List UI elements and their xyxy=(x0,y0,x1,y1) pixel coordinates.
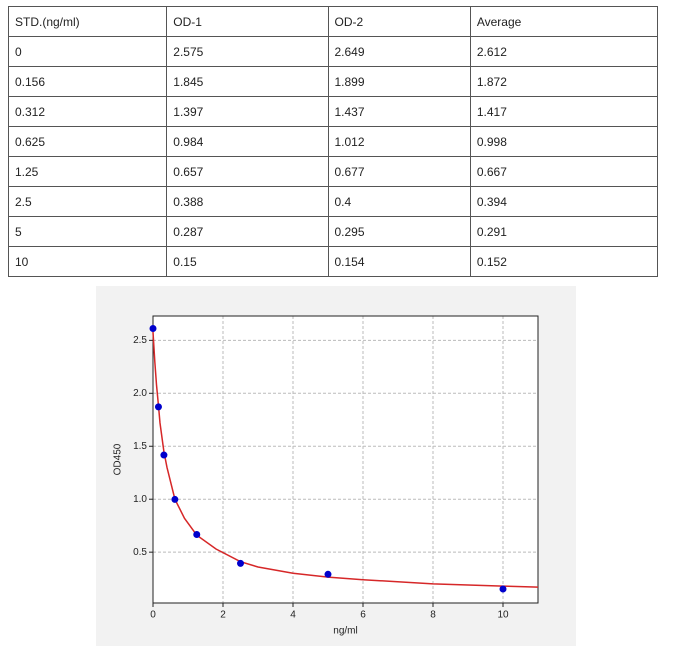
table-cell: 0.156 xyxy=(7,66,168,97)
x-tick-label: 2 xyxy=(220,610,226,621)
header-row: STD.(ng/ml) OD-1 OD-2 Average xyxy=(7,6,659,37)
table-cell: 0.998 xyxy=(469,126,659,157)
table-cell: 1.872 xyxy=(469,66,659,97)
table-cell: 1.25 xyxy=(7,156,168,187)
table-cell: 0.154 xyxy=(327,246,471,277)
table-cell: 0.667 xyxy=(469,156,659,187)
table-row: 5 0.287 0.295 0.291 xyxy=(7,216,659,247)
data-point xyxy=(149,324,157,332)
table-cell: 0.152 xyxy=(469,246,659,277)
table-cell: 0.677 xyxy=(327,156,471,187)
table-cell: 1.845 xyxy=(166,66,329,97)
table-cell: 0.15 xyxy=(166,246,329,277)
x-tick-label: 4 xyxy=(290,610,296,621)
table-cell: 0 xyxy=(7,36,168,67)
table-row: 2.5 0.388 0.4 0.394 xyxy=(7,186,659,217)
table-cell: Average xyxy=(469,6,659,37)
table-cell: 0.394 xyxy=(469,186,659,217)
table-cell: 5 xyxy=(7,216,168,247)
table-cell: 2.612 xyxy=(469,36,659,67)
table-cell: OD-2 xyxy=(327,6,471,37)
y-tick-label: 0.5 xyxy=(133,547,147,558)
table-row: 0 2.575 2.649 2.612 xyxy=(7,36,659,67)
table-row: 0.625 0.984 1.012 0.998 xyxy=(7,126,659,157)
table-row: 1.25 0.657 0.677 0.667 xyxy=(7,156,659,187)
table-cell: 2.5 xyxy=(7,186,168,217)
table-cell: 1.417 xyxy=(469,96,659,127)
table-cell: STD.(ng/ml) xyxy=(7,6,168,37)
table-cell: 0.312 xyxy=(7,96,168,127)
table-cell: 10 xyxy=(7,246,168,277)
x-axis-label: ng/ml xyxy=(333,626,357,637)
data-point xyxy=(154,403,162,411)
data-point xyxy=(171,495,179,503)
table-cell: 1.437 xyxy=(327,96,471,127)
table-cell: 2.575 xyxy=(166,36,329,67)
chart: 0 2 4 6 8 10 0.5 1.0 1.5 2.0 2.5 ng/ml OD450 xyxy=(96,286,576,646)
y-tick-label: 1.0 xyxy=(133,494,147,505)
table-row: 0.156 1.845 1.899 1.872 xyxy=(7,66,659,97)
plot-area xyxy=(153,316,538,603)
table-cell: 0.657 xyxy=(166,156,329,187)
table-row: 10 0.15 0.154 0.152 xyxy=(7,246,659,277)
plot-frame xyxy=(152,315,539,604)
data-point xyxy=(193,530,201,538)
table-cell: 0.4 xyxy=(327,186,471,217)
x-tick-label: 10 xyxy=(497,610,509,621)
table-cell: 0.295 xyxy=(327,216,471,247)
data-point xyxy=(160,451,168,459)
y-tick-label: 2.5 xyxy=(133,335,147,346)
table-cell: 0.625 xyxy=(7,126,168,157)
table-cell: 0.388 xyxy=(166,186,329,217)
data-point xyxy=(499,585,507,593)
table-cell: 1.899 xyxy=(327,66,471,97)
x-tick-label: 0 xyxy=(150,610,156,621)
y-tick-label: 2.0 xyxy=(133,388,147,399)
y-tick-label: 1.5 xyxy=(133,441,147,452)
y-axis-label: OD450 xyxy=(113,443,124,475)
table-cell: OD-1 xyxy=(166,6,329,37)
data-point xyxy=(237,559,244,567)
table-cell: 1.397 xyxy=(166,96,329,127)
table-cell: 0.984 xyxy=(166,126,329,157)
data-table: STD.(ng/ml) OD-1 OD-2 Average 0 2.575 2.649 2.6… xyxy=(7,6,659,277)
x-tick-label: 8 xyxy=(430,610,436,621)
table-cell: 0.291 xyxy=(469,216,659,247)
table-cell: 1.012 xyxy=(327,126,471,157)
table-cell: 0.287 xyxy=(166,216,329,247)
x-tick-label: 6 xyxy=(360,610,366,621)
table-cell: 2.649 xyxy=(327,36,471,67)
table-row: 0.312 1.397 1.437 1.417 xyxy=(7,96,659,127)
data-point xyxy=(324,570,332,578)
